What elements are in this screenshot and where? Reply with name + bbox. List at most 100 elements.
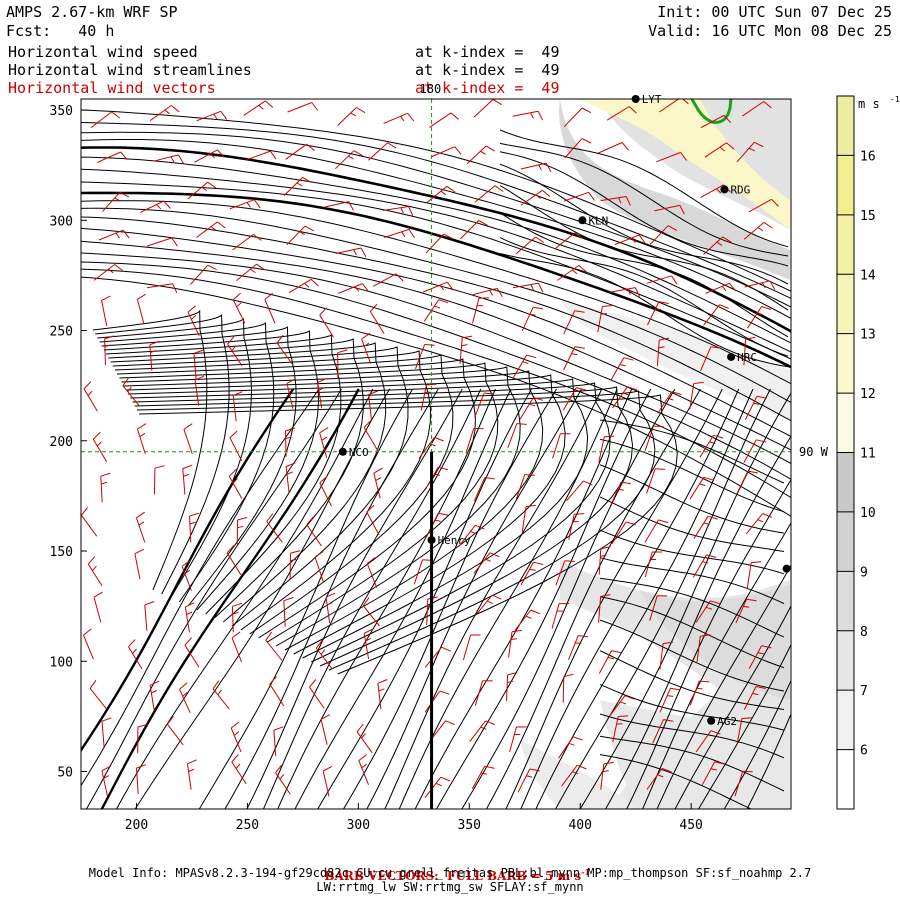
wind-barb-133 [644,425,664,451]
barb-flag [311,102,319,111]
wind-barb-240 [736,717,752,745]
barb-flag [535,236,545,243]
station-nco: NCO [338,446,369,459]
wind-barb-194 [695,600,721,623]
wind-barb-156 [306,516,322,547]
barb-shaft [315,647,333,670]
wind-barb-157 [366,504,380,536]
barb-half-flag [114,197,121,202]
barb-flag [581,138,592,144]
streamline-73 [723,679,791,809]
barb-shaft [474,392,485,418]
barb-flag [496,288,503,298]
colorbar-label: 7 [860,684,868,699]
barb-half-flag [279,774,285,780]
barb-shaft [275,772,291,795]
barb-flag [314,550,324,558]
wind-barb-234 [469,720,495,742]
wind-barb-252 [600,761,614,790]
wind-barb-145 [515,474,535,500]
wind-barb-141 [319,475,332,507]
barb-half-flag [572,269,578,275]
wind-barb-93 [193,349,204,380]
barb-half-flag [619,364,626,367]
streamline-45 [116,388,374,809]
barb-shaft [515,236,536,255]
barb-shaft [555,560,566,586]
streamline-18 [81,276,791,517]
colorbar-label: 6 [860,744,868,759]
barb-flag [136,511,145,519]
barb-flag [478,220,488,226]
streamline-90 [499,142,789,257]
barb-half-flag [127,386,132,393]
barb-flag [154,465,165,469]
colorbar-label: 16 [860,149,876,164]
barb-shaft [418,437,435,459]
barb-shaft [703,236,724,255]
barb-shaft [610,357,625,381]
barb-flag [492,99,502,106]
streamline-74 [746,712,791,809]
barb-flag [366,504,375,513]
wind-barb-251 [561,764,587,787]
barb-flag [353,150,363,157]
barb-shaft [93,264,115,281]
streamline-70 [656,564,791,809]
wind-barb-212 [149,680,160,712]
barb-flag [729,282,736,292]
barb-half-flag [191,315,197,320]
barb-flag [604,435,615,438]
barb-half-flag [186,611,193,616]
streamline-65 [555,388,771,809]
barb-shaft [101,300,108,326]
wind-barb-14 [700,114,732,129]
x-tick-label: 200 [125,818,148,833]
barb-shaft [512,282,539,289]
streamline-37 [132,382,611,663]
barb-half-flag [183,473,190,477]
colorbar-label: 12 [860,387,876,402]
streamline-82 [599,596,785,669]
barb-shaft [187,763,192,790]
barb-flag [751,561,762,564]
barb-flag [763,221,773,229]
barb-flag [533,561,544,565]
barb-flag [710,730,721,735]
barb-half-flag [375,477,382,482]
barb-shaft [696,636,701,663]
wind-barb-115 [519,397,544,420]
colorbar-units-sup: -1 [890,95,900,104]
barb-shaft [229,199,255,210]
barb-flag [207,264,217,271]
streamline-31 [119,358,476,639]
barb-shaft [521,307,534,332]
barb-shaft [194,149,218,163]
barb-flag [265,631,273,641]
barb-shaft [656,340,660,367]
streamline-85 [599,683,785,731]
barb-flag [446,185,456,193]
barb-shaft [228,475,243,500]
barb-half-flag [719,146,725,152]
barb-half-flag [522,361,529,364]
wind-barb-138 [182,464,193,495]
barb-flag [462,335,473,339]
wind-barb-128 [418,436,444,459]
wind-barb-102 [610,357,634,381]
wind-barb-45 [748,198,779,213]
wind-barb-10 [512,110,544,121]
wind-barb-103 [656,337,670,367]
barb-flag [366,557,376,564]
wind-barb-34 [229,199,261,210]
wind-barb-146 [566,480,593,502]
barb-shaft [81,514,98,537]
wind-barb-28 [656,151,688,163]
barb-shaft [472,297,480,324]
barb-shaft [474,680,484,706]
wind-barb-70 [512,282,544,293]
wind-barb-31 [102,191,130,212]
barb-flag [754,141,764,148]
wind-barb-95 [276,334,293,365]
